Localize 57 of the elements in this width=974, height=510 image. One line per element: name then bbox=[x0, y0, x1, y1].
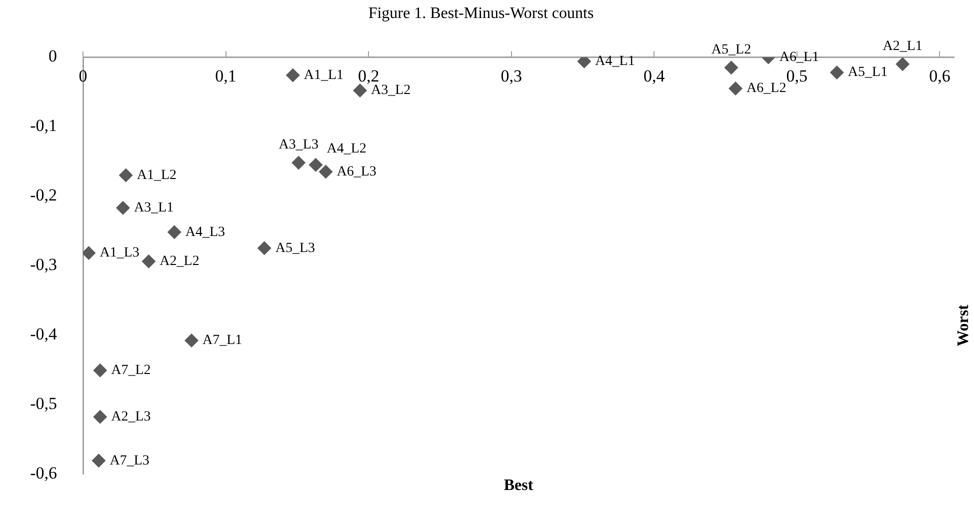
annotation: A1_L1 bbox=[304, 68, 344, 83]
annotation: A6_L3 bbox=[336, 164, 376, 180]
annotation: A7_L2 bbox=[111, 363, 151, 378]
point bbox=[116, 200, 130, 215]
annotation: A4_L1 bbox=[595, 54, 635, 70]
annotation: A5_L3 bbox=[275, 240, 316, 256]
x-tick-label: 0,6 bbox=[929, 66, 950, 86]
annotation: A7_L1 bbox=[202, 333, 242, 348]
annotation: A4_L2 bbox=[326, 141, 366, 156]
y-tick-label: 0 bbox=[48, 46, 57, 66]
point bbox=[896, 57, 910, 72]
x-tick-label: 0,2 bbox=[358, 66, 380, 86]
annotation: A1_L3 bbox=[100, 246, 140, 261]
annotation: A1_L2 bbox=[136, 168, 177, 183]
y-tick-label: -0,4 bbox=[30, 324, 58, 344]
point bbox=[93, 410, 108, 424]
y-tick-label: -0,5 bbox=[30, 394, 57, 413]
annotation: A4_L3 bbox=[185, 224, 226, 240]
annotation: A7_L3 bbox=[110, 453, 150, 468]
point bbox=[167, 225, 182, 240]
y-tick-label: -0,2 bbox=[30, 186, 57, 205]
point bbox=[830, 65, 844, 80]
annotation: A2_L3 bbox=[111, 410, 151, 425]
point bbox=[728, 81, 743, 96]
annotation: A5_L1 bbox=[848, 65, 888, 80]
point bbox=[292, 156, 306, 170]
point bbox=[184, 333, 199, 348]
annotation: A6_L1 bbox=[779, 50, 820, 65]
point bbox=[286, 68, 300, 82]
point bbox=[142, 254, 156, 268]
annotation: A3_L2 bbox=[371, 83, 411, 98]
x-tick-label: 0,5 bbox=[786, 66, 808, 86]
x-tick-label: 0,4 bbox=[644, 66, 666, 86]
annotation: A3_L3 bbox=[278, 137, 318, 152]
y-axis-title: Worst bbox=[955, 304, 972, 346]
annotation: A5_L2 bbox=[711, 42, 752, 58]
y-tick-label: -0,3 bbox=[30, 254, 57, 274]
point bbox=[257, 241, 272, 256]
point bbox=[83, 246, 96, 260]
x-tick-label: 0 bbox=[78, 66, 88, 86]
annotation: A2_L1 bbox=[882, 38, 922, 54]
x-tick-label: 0,3 bbox=[500, 66, 522, 86]
y-tick-label: -0,1 bbox=[30, 116, 57, 136]
chart-title: Figure 1. Best-Minus-Worst counts bbox=[368, 4, 594, 22]
point bbox=[308, 158, 323, 172]
point bbox=[353, 84, 368, 98]
y-tick-label: -0,6 bbox=[30, 463, 57, 482]
point bbox=[318, 164, 333, 179]
point bbox=[118, 168, 133, 182]
annotation: A2_L2 bbox=[160, 254, 200, 270]
x-axis-title: Best bbox=[504, 476, 534, 494]
annotation: A3_L1 bbox=[134, 200, 174, 216]
point bbox=[93, 363, 108, 378]
point bbox=[724, 60, 738, 75]
annotation: A6_L2 bbox=[746, 81, 786, 96]
point bbox=[92, 454, 106, 468]
x-tick-label: 0,1 bbox=[215, 66, 236, 86]
